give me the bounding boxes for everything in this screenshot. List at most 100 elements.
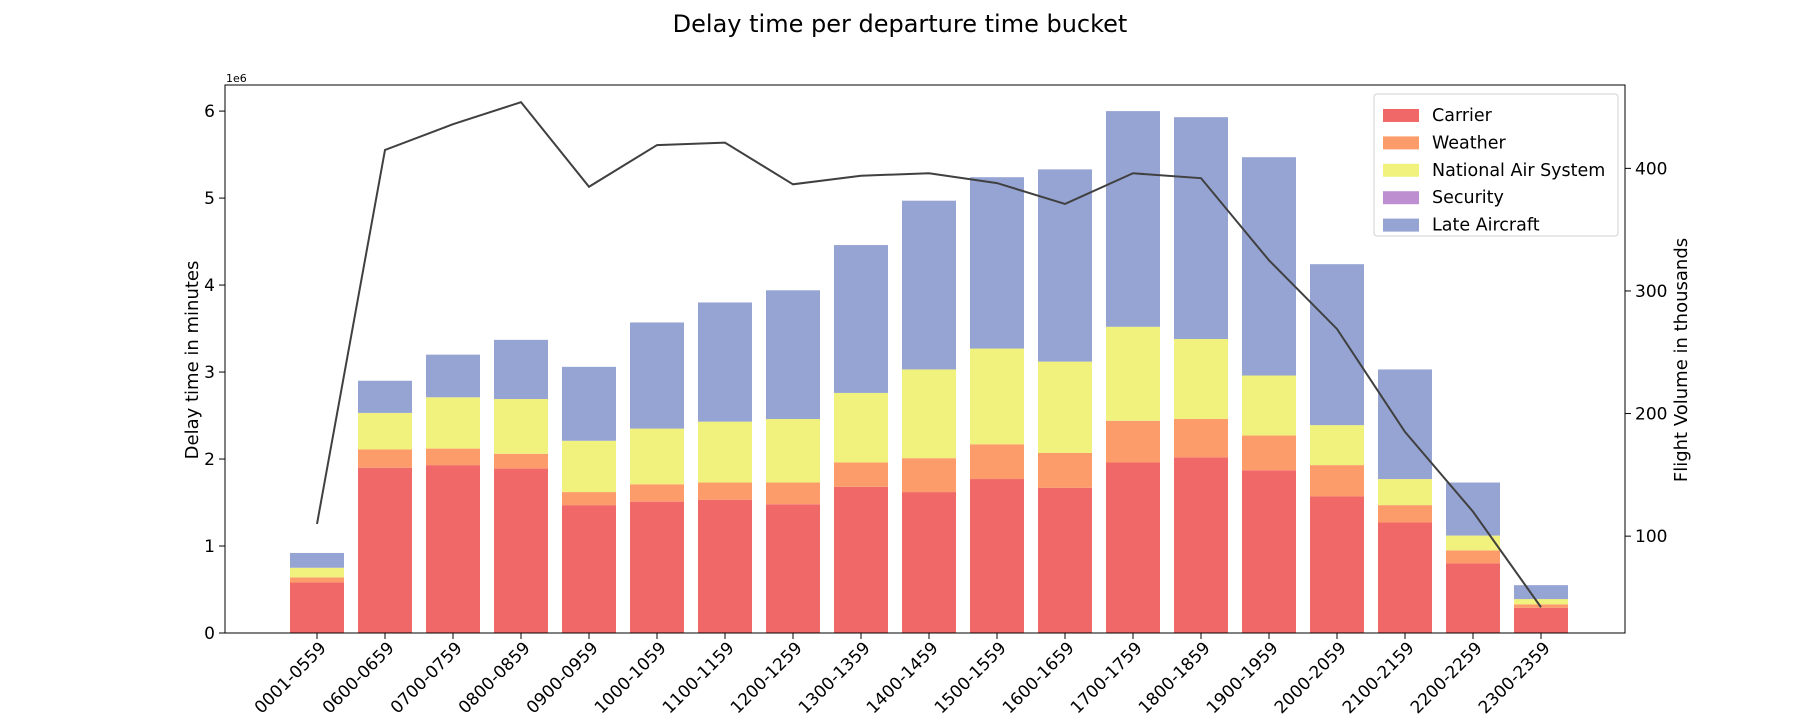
bar-national-air-system-0600-0659	[358, 412, 412, 450]
legend: Carrier Weather National Air System Securit…	[1373, 93, 1619, 237]
bar-weather-1900-1959	[1242, 435, 1296, 471]
x-tick-label: 0800-0859	[455, 638, 535, 718]
y2-tick-label: 300	[1635, 282, 1667, 302]
bar-weather-1400-1459	[902, 458, 956, 493]
bar-carrier-1100-1159	[698, 499, 752, 633]
bar-national-air-system-1800-1859	[1174, 338, 1228, 420]
bar-weather-1300-1359	[834, 462, 888, 487]
y2-axis-label: Flight Volume in thousands	[1671, 238, 1692, 482]
x-tick-label: 1900-1959	[1203, 638, 1283, 718]
x-tick-label: 1600-1659	[999, 638, 1079, 718]
x-tick-label: 1200-1259	[727, 638, 807, 718]
bar-national-air-system-2000-2059	[1310, 425, 1364, 466]
x-tick-label: 0900-0959	[523, 638, 603, 718]
bar-late-aircraft-1000-1059	[630, 322, 684, 429]
x-tick-label: 0600-0659	[319, 638, 399, 718]
x-axis: 0001-05590600-06590700-07590800-08590900…	[251, 633, 1555, 718]
y-axis-left: 0 1 2 3 4 5 6	[204, 102, 225, 644]
bar-late-aircraft-0001-0559	[290, 552, 344, 568]
bars-layer	[290, 111, 1568, 633]
y-tick-label: 1	[204, 537, 215, 557]
bar-late-aircraft-1200-1259	[766, 290, 820, 420]
legend-swatch-carrier	[1383, 109, 1419, 122]
bar-carrier-0800-0859	[494, 468, 548, 633]
plot-frame	[224, 84, 1626, 634]
bar-weather-1200-1259	[766, 482, 820, 505]
y2-tick-label: 100	[1635, 527, 1667, 547]
bar-late-aircraft-1300-1359	[834, 245, 888, 393]
flight-volume-line-layer	[316, 100, 1542, 608]
bar-carrier-2300-2359	[1514, 607, 1568, 633]
bar-late-aircraft-1800-1859	[1174, 117, 1228, 339]
bar-weather-1100-1159	[698, 482, 752, 500]
bar-carrier-1900-1959	[1242, 470, 1296, 633]
bar-late-aircraft-1900-1959	[1242, 157, 1296, 376]
bar-national-air-system-1700-1759	[1106, 326, 1160, 421]
bar-late-aircraft-0900-0959	[562, 366, 616, 441]
legend-label-national-air-system: National Air System	[1432, 161, 1605, 181]
flight-volume-line	[316, 100, 1542, 608]
y-tick-label: 0	[204, 624, 215, 644]
y-tick-label: 3	[204, 363, 215, 383]
bar-national-air-system-1600-1659	[1038, 361, 1092, 453]
bar-carrier-1000-1059	[630, 501, 684, 633]
bar-late-aircraft-0600-0659	[358, 380, 412, 413]
x-tick-label: 1500-1559	[931, 638, 1011, 718]
bar-weather-1600-1659	[1038, 452, 1092, 488]
bar-national-air-system-1000-1059	[630, 428, 684, 485]
bar-national-air-system-1100-1159	[698, 421, 752, 483]
x-tick-label: 1400-1459	[863, 638, 943, 718]
y2-tick-label: 200	[1635, 405, 1667, 425]
x-tick-label: 2100-2159	[1339, 638, 1419, 718]
x-tick-label: 1100-1159	[659, 638, 739, 718]
legend-swatch-late-aircraft	[1383, 218, 1419, 232]
bar-national-air-system-0900-0959	[562, 440, 616, 493]
legend-box	[1373, 93, 1619, 237]
bar-national-air-system-0001-0559	[290, 567, 344, 578]
bar-carrier-0700-0759	[426, 465, 480, 633]
bar-late-aircraft-1600-1659	[1038, 169, 1092, 362]
bar-national-air-system-1200-1259	[766, 419, 820, 483]
legend-swatch-national-air-system	[1383, 163, 1419, 177]
y-axis-label: Delay time in minutes	[182, 261, 203, 460]
bar-weather-2200-2259	[1446, 550, 1500, 564]
bar-carrier-2200-2259	[1446, 563, 1500, 633]
y-tick-label: 5	[204, 189, 215, 209]
bar-national-air-system-1900-1959	[1242, 375, 1296, 436]
bar-late-aircraft-1500-1559	[970, 177, 1024, 349]
bar-late-aircraft-1400-1459	[902, 200, 956, 370]
bar-weather-1800-1859	[1174, 419, 1228, 458]
bar-carrier-0001-0559	[290, 582, 344, 633]
bar-late-aircraft-2100-2159	[1378, 369, 1432, 480]
legend-swatch-weather	[1383, 136, 1419, 150]
legend-label-late-aircraft: Late Aircraft	[1432, 216, 1540, 236]
x-tick-label: 0001-0559	[251, 638, 331, 718]
bar-weather-1500-1559	[970, 444, 1024, 480]
legend-swatch-security	[1383, 191, 1419, 205]
bar-national-air-system-0700-0759	[426, 397, 480, 449]
bar-carrier-1500-1559	[970, 479, 1024, 633]
x-tick-label: 2200-2259	[1407, 638, 1487, 718]
x-tick-label: 1700-1759	[1067, 638, 1147, 718]
x-tick-label: 1800-1859	[1135, 638, 1215, 718]
bar-weather-2100-2159	[1378, 505, 1432, 523]
bar-late-aircraft-0800-0859	[494, 339, 548, 400]
bar-weather-1000-1059	[630, 484, 684, 502]
chart-title: Delay time per departure time bucket	[673, 10, 1128, 38]
y-offset-text: 1e6	[226, 72, 247, 85]
bar-carrier-1800-1859	[1174, 457, 1228, 633]
bar-weather-0001-0559	[290, 577, 344, 583]
bar-carrier-1600-1659	[1038, 487, 1092, 633]
bar-national-air-system-2200-2259	[1446, 535, 1500, 551]
x-tick-label: 2300-2359	[1475, 638, 1555, 718]
bar-weather-0600-0659	[358, 449, 412, 468]
y2-tick-label: 400	[1635, 159, 1667, 179]
bar-weather-2000-2059	[1310, 465, 1364, 497]
x-tick-label: 0700-0759	[387, 638, 467, 718]
bar-carrier-1400-1459	[902, 492, 956, 633]
bar-weather-0900-0959	[562, 492, 616, 506]
bar-carrier-1300-1359	[834, 486, 888, 633]
bar-national-air-system-2100-2159	[1378, 479, 1432, 506]
y-tick-label: 4	[204, 276, 215, 296]
